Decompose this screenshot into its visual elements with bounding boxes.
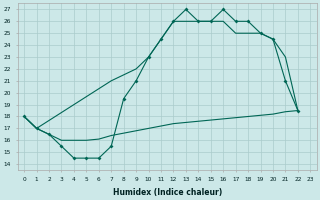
X-axis label: Humidex (Indice chaleur): Humidex (Indice chaleur) bbox=[113, 188, 222, 197]
